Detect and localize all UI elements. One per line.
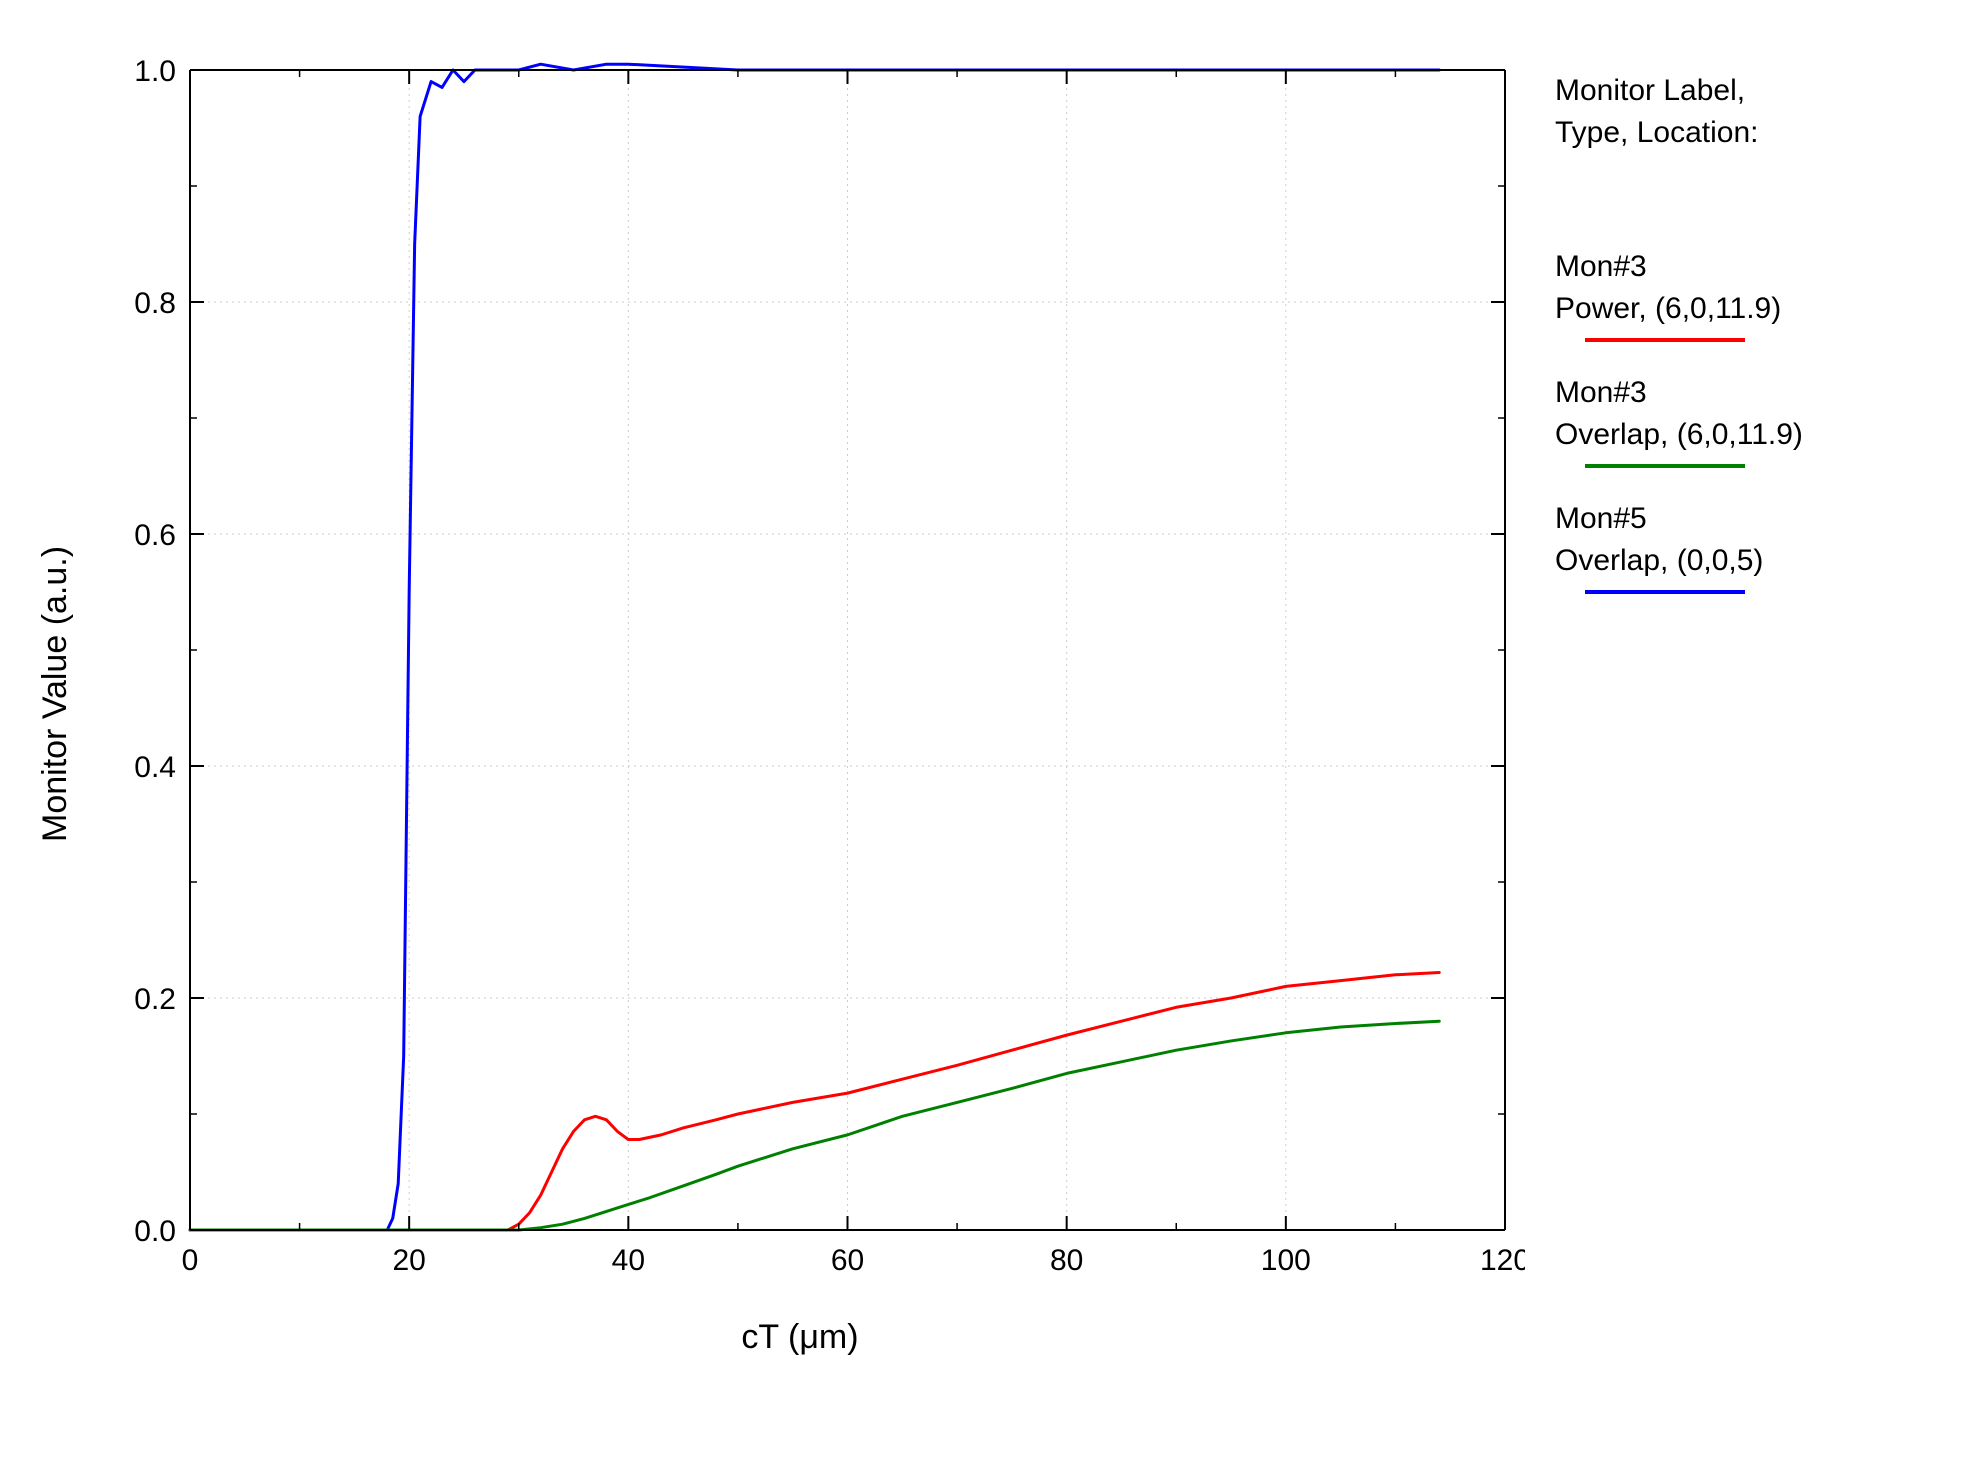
legend-spacer (1555, 170, 1935, 230)
xtick-label: 80 (1050, 1244, 1083, 1277)
legend-entry-line2: Overlap, (0,0,5) (1555, 540, 1935, 582)
x-axis-label: cT (μm) (75, 1318, 1525, 1357)
legend-title-line1: Monitor Label, (1555, 70, 1935, 112)
ytick-label: 0.4 (134, 751, 176, 784)
legend-entries: Mon#3Power, (6,0,11.9)Mon#3Overlap, (6,0… (1555, 246, 1935, 624)
chart-bg (75, 30, 1525, 1310)
legend-swatch (1585, 464, 1745, 468)
ytick-label: 1.0 (134, 55, 176, 88)
chart-svg: 0 20 40 60 80 100 120 0.0 0.2 0.4 0.6 0.8 1.0 (75, 30, 1525, 1310)
xtick-label: 20 (392, 1244, 425, 1277)
legend-entry: Mon#5Overlap, (0,0,5) (1555, 498, 1935, 594)
plot-stack: 0 20 40 60 80 100 120 0.0 0.2 0.4 0.6 0.8 1.0 cT (μm… (75, 30, 1525, 1357)
chart-column: Monitor Value (a.u.) 0204060801001200.00… (30, 30, 1525, 1357)
legend-panel: Monitor Label, Type, Location: Mon#3Powe… (1525, 30, 1935, 1357)
xtick-label: 40 (612, 1244, 645, 1277)
xtick-label: 100 (1261, 1244, 1311, 1277)
ytick-label: 0.0 (134, 1215, 176, 1248)
y-axis-label: Monitor Value (a.u.) (30, 30, 75, 1357)
page-root: Monitor Value (a.u.) 0204060801001200.00… (0, 0, 1973, 1377)
legend-entry-line2: Overlap, (6,0,11.9) (1555, 414, 1935, 456)
legend-entry: Mon#3Power, (6,0,11.9) (1555, 246, 1935, 342)
legend-entry: Mon#3Overlap, (6,0,11.9) (1555, 372, 1935, 468)
legend-title-line2: Type, Location: (1555, 112, 1935, 154)
legend-title: Monitor Label, Type, Location: (1555, 70, 1935, 154)
ytick-label: 0.2 (134, 983, 176, 1016)
legend-entry-line2: Power, (6,0,11.9) (1555, 288, 1935, 330)
xtick-label: 0 (182, 1244, 199, 1277)
legend-entry-line1: Mon#3 (1555, 372, 1935, 414)
legend-entry-line1: Mon#5 (1555, 498, 1935, 540)
xtick-label: 60 (831, 1244, 864, 1277)
ytick-label: 0.6 (134, 519, 176, 552)
ytick-label: 0.8 (134, 287, 176, 320)
xtick-label: 120 (1480, 1244, 1525, 1277)
legend-swatch (1585, 338, 1745, 342)
legend-entry-line1: Mon#3 (1555, 246, 1935, 288)
legend-swatch (1585, 590, 1745, 594)
